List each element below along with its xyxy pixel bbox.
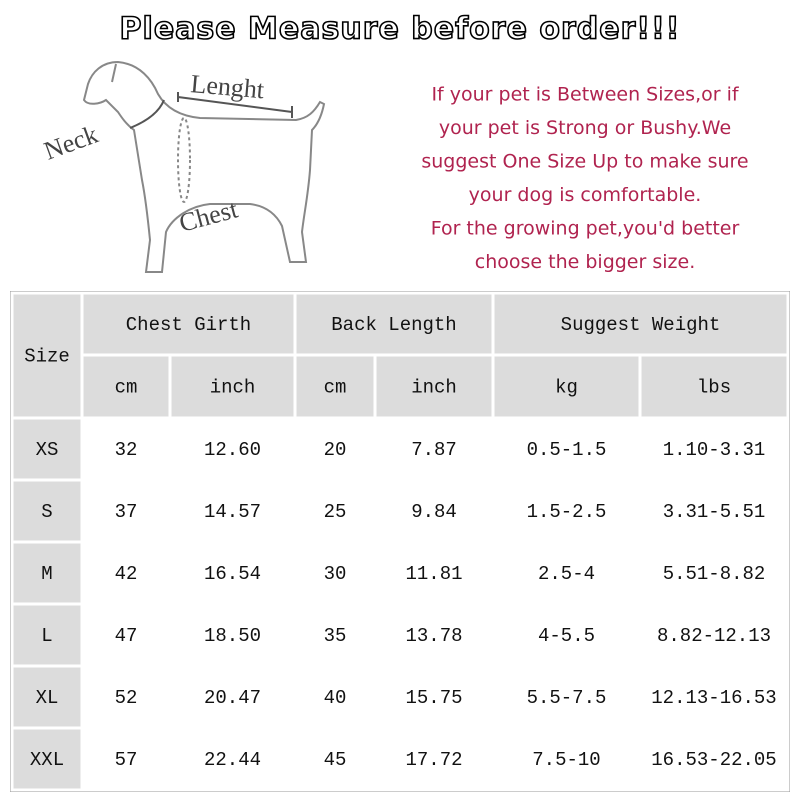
cell-text: 12.60: [204, 439, 261, 461]
notice-line: your pet is Strong or Bushy.We: [439, 117, 731, 139]
table-cell: [293, 291, 495, 357]
cell-text: 12.13-16.53: [651, 687, 776, 709]
table-cell: [638, 478, 790, 544]
table-cell: [491, 416, 642, 482]
cell-text: 35: [324, 625, 347, 647]
length-label: Lenght: [189, 69, 266, 104]
cell-text: 2.5-4: [538, 563, 595, 585]
cell-text: 52: [115, 687, 138, 709]
table-cell: [168, 478, 297, 544]
cell-text: cm: [324, 377, 347, 399]
cell-text: kg: [555, 377, 578, 399]
chest-label: Chest: [176, 194, 241, 238]
cell-text: S: [41, 501, 52, 523]
cell-text: inch: [411, 377, 457, 399]
cell-text: 18.50: [204, 625, 261, 647]
cell-text: 15.75: [405, 687, 462, 709]
table-cell: [293, 353, 377, 420]
cell-text: 7.87: [411, 439, 457, 461]
cell-text: lbs: [697, 377, 731, 399]
notice-line: choose the bigger size.: [475, 251, 695, 273]
cell-text: 20: [324, 439, 347, 461]
cell-text: 4-5.5: [538, 625, 595, 647]
table-cell: [293, 416, 377, 482]
cell-text: XXL: [30, 749, 64, 771]
cell-text: 1.5-2.5: [527, 501, 607, 523]
cell-text: inch: [210, 377, 256, 399]
cell-text: Suggest Weight: [561, 314, 721, 336]
cell-text: 9.84: [411, 501, 457, 523]
cell-text: M: [41, 563, 52, 585]
notice-line: If your pet is Between Sizes,or if: [431, 84, 739, 106]
cell-text: 3.31-5.51: [663, 501, 766, 523]
cell-text: 5.51-8.82: [663, 563, 766, 585]
cell-text: 13.78: [405, 625, 462, 647]
cell-text: 42: [115, 563, 138, 585]
table-cell: [638, 726, 790, 792]
table-cell: [168, 416, 297, 482]
table-cell: [638, 416, 790, 482]
table-cell: [293, 540, 377, 606]
table-cell: [373, 726, 495, 792]
notice-line: your dog is comfortable.: [469, 184, 702, 206]
cell-text: 20.47: [204, 687, 261, 709]
cell-text: 22.44: [204, 749, 261, 771]
notice: If your pet is Between Sizes,or if your p…: [421, 84, 748, 274]
table-cell: [168, 726, 297, 792]
title: Please Measure before order!!!: [120, 12, 681, 47]
cell-text: 17.72: [405, 749, 462, 771]
table-cell: [80, 353, 172, 420]
cell-text: XS: [36, 439, 59, 461]
table-cell: [491, 353, 642, 420]
table-cell: [80, 540, 172, 606]
cell-text: 47: [115, 625, 138, 647]
table-cell: [10, 726, 84, 792]
cell-text: 1.10-3.31: [663, 439, 766, 461]
cell-text: XL: [36, 687, 59, 709]
cell-text: Chest Girth: [126, 314, 251, 336]
notice-line: suggest One Size Up to make sure: [421, 151, 748, 173]
table-cell: [168, 602, 297, 668]
cell-text: 25: [324, 501, 347, 523]
cell-text: 5.5-7.5: [527, 687, 607, 709]
table-cell: [293, 664, 377, 730]
cell-text: Size: [24, 346, 70, 368]
table-cell: [80, 602, 172, 668]
neck-label: Neck: [40, 120, 101, 166]
cell-text: L: [41, 625, 52, 647]
cell-text: cm: [115, 377, 138, 399]
table-cell: [638, 664, 790, 730]
cell-text: 30: [324, 563, 347, 585]
cell-text: 40: [324, 687, 347, 709]
dog-diagram: [82, 60, 326, 273]
cell-text: 8.82-12.13: [657, 625, 771, 647]
cell-text: 37: [115, 501, 138, 523]
cell-text: 0.5-1.5: [527, 439, 607, 461]
notice-line: For the growing pet,you'd better: [431, 218, 740, 240]
table-cell: [80, 726, 172, 792]
cell-text: Back Length: [331, 314, 456, 336]
cell-text: 7.5-10: [532, 749, 600, 771]
cell-text: 16.54: [204, 563, 261, 585]
table-cell: [80, 478, 172, 544]
table-cell: [491, 726, 642, 792]
cell-text: 32: [115, 439, 138, 461]
cell-text: 16.53-22.05: [651, 749, 776, 771]
cell-text: 57: [115, 749, 138, 771]
cell-text: 14.57: [204, 501, 261, 523]
table-cell: [491, 664, 642, 730]
size-table: Size Chest Girth Back Length Suggest Weight…: [10, 291, 790, 792]
cell-text: 11.81: [405, 563, 462, 585]
cell-text: 45: [324, 749, 347, 771]
table-cell: [373, 664, 495, 730]
